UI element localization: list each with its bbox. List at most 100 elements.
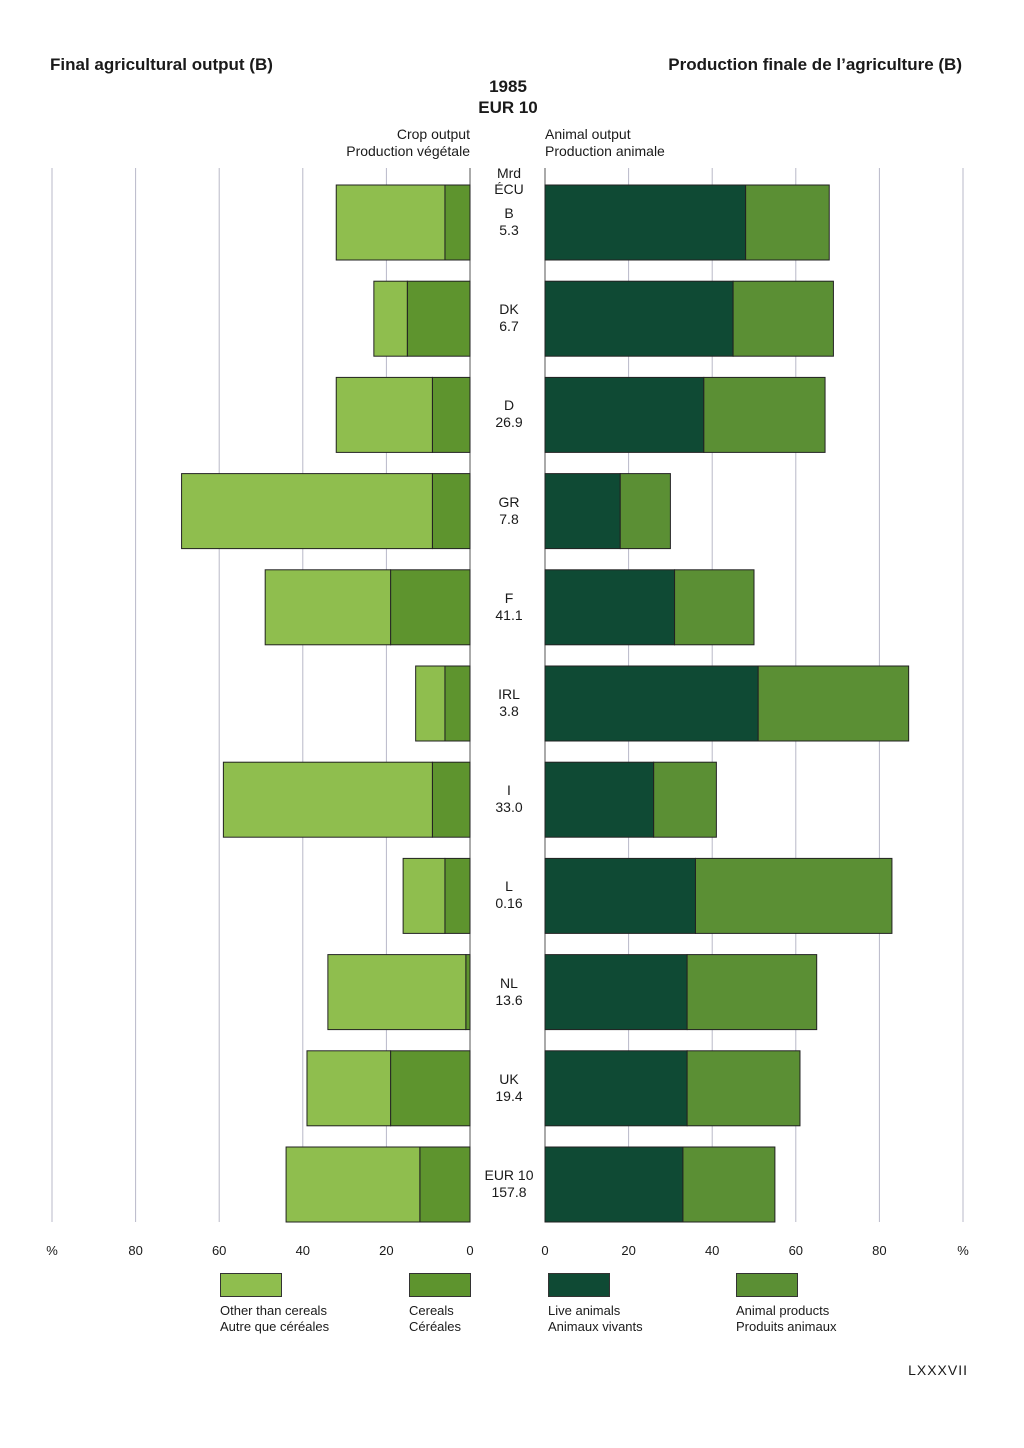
legend-label-en: Animal products (736, 1303, 830, 1318)
bar-cereals (431, 376, 471, 453)
bar-live-animals (544, 665, 759, 742)
bar-live-animals (544, 954, 688, 1031)
bar-animal-products (674, 569, 755, 646)
chart-region: EUR 10 (478, 98, 538, 117)
bar-other-than-cereals (373, 280, 408, 357)
country-label: I (507, 782, 511, 799)
country-total-label: 33.0 (495, 799, 523, 816)
country-total-label: 3.8 (499, 703, 519, 719)
crop-output-label-en: Crop output (396, 126, 470, 142)
unit-label-ecu: ÉCU (494, 181, 524, 197)
country-label: IRL (498, 686, 520, 702)
bar-cereals (444, 857, 471, 934)
bar-other-than-cereals (181, 473, 433, 550)
chart-year: 1985 (489, 77, 527, 96)
bar-live-animals (544, 761, 655, 838)
bar-other-than-cereals (402, 857, 446, 934)
bar-other-than-cereals (285, 1146, 421, 1223)
crop-axis-tick-label: % (46, 1243, 58, 1258)
legend-swatch-animal-products (736, 1273, 798, 1297)
title-english: Final agricultural output (B) (50, 55, 273, 74)
bar-live-animals (544, 280, 734, 357)
bar-animal-products (745, 184, 830, 261)
legend-label-fr: Produits animaux (736, 1319, 837, 1334)
bar-animal-products (619, 473, 671, 550)
bar-cereals (431, 761, 471, 838)
country-label: UK (499, 1070, 519, 1087)
bar-live-animals (544, 569, 676, 646)
bar-animal-products (686, 1050, 801, 1127)
legend-label-en: Other than cereals (220, 1303, 327, 1318)
bar-cereals (444, 665, 471, 742)
bar-animal-products (757, 665, 910, 742)
country-total-label: 41.1 (495, 606, 523, 623)
legend-label-fr: Céréales (409, 1319, 462, 1334)
crop-axis-tick-label: 40 (295, 1243, 311, 1258)
country-total-label: 19.4 (495, 1087, 523, 1104)
bar-live-animals (544, 376, 705, 453)
title-french: Production finale de l’agriculture (B) (668, 55, 962, 74)
page-number: LXXXVII (908, 1362, 968, 1378)
bar-live-animals (544, 1146, 684, 1223)
bar-other-than-cereals (335, 376, 433, 453)
legend-item-live-animals: Live animals Animaux vivants (548, 1303, 643, 1335)
bar-animal-products (682, 1146, 776, 1223)
bar-other-than-cereals (335, 184, 446, 261)
country-label: NL (500, 974, 518, 991)
animal-axis-tick-label: 0 (541, 1243, 549, 1258)
bar-other-than-cereals (264, 569, 392, 646)
country-total-label: 157.8 (491, 1184, 527, 1200)
country-label: GR (498, 493, 520, 510)
animal-axis-tick-label: 80 (872, 1243, 887, 1258)
crop-axis-tick-label: 0 (466, 1243, 474, 1258)
legend-item-animal-products: Animal products Produits animaux (736, 1303, 836, 1335)
bar-live-animals (544, 857, 696, 934)
animal-output-label-fr: Production animale (545, 143, 665, 159)
country-total-label: 6.7 (499, 318, 519, 335)
bar-cereals (419, 1146, 471, 1223)
crop-output-heading: Crop output Production végétale (250, 126, 470, 160)
country-total-label: 26.9 (495, 414, 523, 431)
country-label: EUR 10 (484, 1167, 534, 1183)
animal-output-label-en: Animal output (545, 126, 631, 142)
crop-axis-tick-label: 60 (211, 1243, 227, 1258)
bar-cereals (444, 184, 471, 261)
country-label: DK (499, 301, 519, 318)
country-total-label: 5.3 (499, 222, 519, 238)
animal-axis-tick-label: 40 (704, 1243, 720, 1258)
bar-animal-products (732, 280, 834, 357)
bar-live-animals (544, 1050, 688, 1127)
legend-swatch-live-animals (548, 1273, 610, 1297)
bar-cereals (406, 280, 471, 357)
country-label: L (505, 878, 513, 895)
animal-output-heading: Animal output Production animale (545, 126, 805, 160)
country-label: B (504, 205, 514, 221)
bar-live-animals (544, 473, 621, 550)
country-total-label: 13.6 (495, 991, 523, 1008)
legend-item-other-than-cereals: Other than cereals Autre que céréales (220, 1303, 329, 1335)
crop-axis-tick-label: 80 (128, 1243, 143, 1258)
legend-swatch-cereals (409, 1273, 471, 1297)
bar-cereals (465, 954, 471, 1031)
bar-cereals (390, 569, 471, 646)
legend-item-cereals: Cereals Céréales (409, 1303, 461, 1335)
bar-other-than-cereals (222, 761, 433, 838)
country-total-label: 7.8 (499, 510, 519, 527)
legend-label-fr: Autre que céréales (220, 1319, 330, 1334)
animal-axis-tick-label: % (957, 1243, 969, 1258)
bar-animal-products (694, 857, 893, 934)
crop-output-label-fr: Production végétale (346, 143, 470, 159)
bar-cereals (390, 1050, 471, 1127)
animal-axis-tick-label: 60 (788, 1243, 804, 1258)
bar-animal-products (653, 761, 717, 838)
legend-label-en: Live animals (548, 1303, 621, 1318)
animal-axis-tick-label: 20 (621, 1243, 636, 1258)
bar-animal-products (703, 376, 826, 453)
bar-other-than-cereals (415, 665, 446, 742)
bar-live-animals (544, 184, 747, 261)
legend-swatch-other-than-cereals (220, 1273, 282, 1297)
unit-label-mrd: Mrd (496, 165, 522, 181)
crop-axis-tick-label: 20 (379, 1243, 394, 1258)
legend-label-fr: Animaux vivants (548, 1319, 643, 1334)
